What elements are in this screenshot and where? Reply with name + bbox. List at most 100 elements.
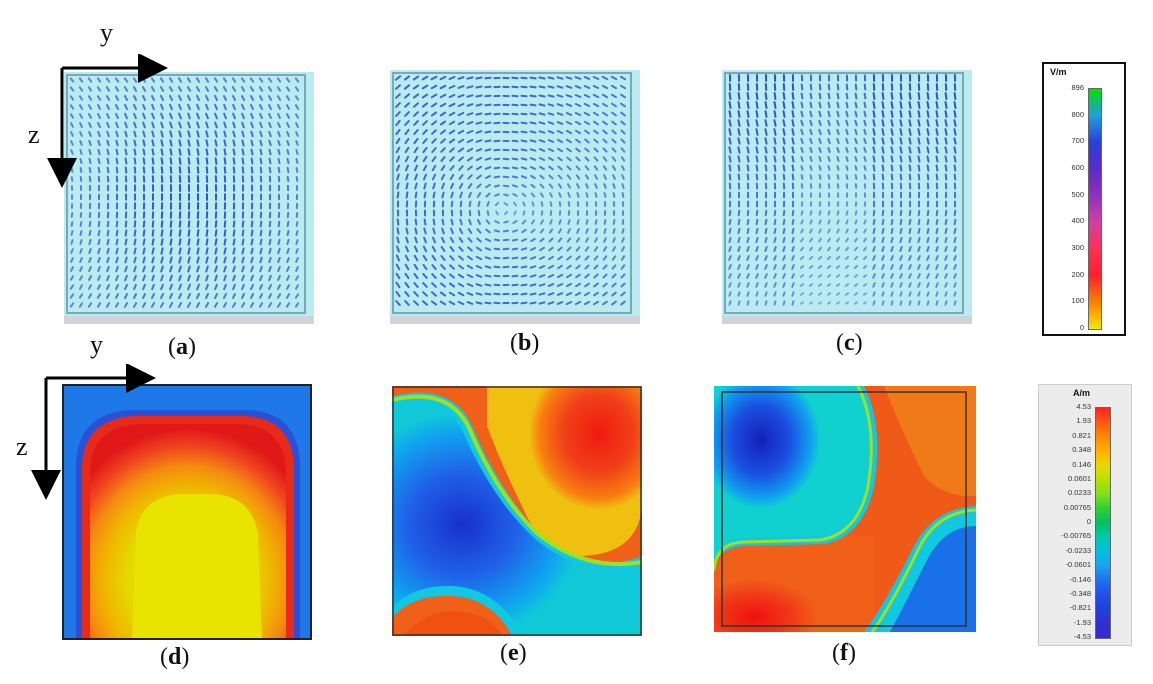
colorbar-tick-label: 896 <box>1071 83 1084 92</box>
field-arrow <box>286 148 290 156</box>
field-arrow <box>106 265 110 273</box>
vector-bg <box>390 70 640 324</box>
field-arrow <box>908 282 912 288</box>
field-arrow <box>620 291 626 297</box>
colorbar-tick-label: 0.821 <box>1072 430 1091 440</box>
field-arrow <box>205 220 209 228</box>
field-arrow <box>782 273 786 279</box>
field-arrow <box>917 255 921 261</box>
field-arrow <box>827 228 831 234</box>
field-arrow <box>890 146 894 154</box>
field-arrow <box>728 137 732 145</box>
field-arrow <box>493 238 501 242</box>
field-arrow <box>621 228 625 234</box>
field-arrow <box>232 265 236 273</box>
field-arrow <box>899 291 903 297</box>
field-arrow <box>124 293 128 299</box>
field-arrow <box>87 86 93 92</box>
field-arrow <box>908 218 912 226</box>
field-arrow <box>232 220 236 228</box>
field-arrow <box>196 292 200 300</box>
field-arrow <box>800 165 804 171</box>
field-arrow <box>827 210 831 216</box>
field-arrow <box>115 130 119 138</box>
field-arrow <box>295 248 299 254</box>
field-arrow <box>592 93 600 99</box>
field-arrow <box>611 282 617 288</box>
field-arrow <box>196 130 200 138</box>
field-arrow <box>584 246 590 252</box>
field-arrow <box>232 95 236 101</box>
field-arrow <box>728 246 732 252</box>
field-arrow <box>250 130 254 138</box>
field-arrow <box>845 101 849 109</box>
field-arrow <box>782 291 786 297</box>
field-arrow <box>404 254 410 262</box>
field-arrow <box>827 137 831 145</box>
field-arrow <box>448 120 456 126</box>
field-arrow <box>168 302 174 308</box>
field-arrow <box>457 120 465 126</box>
field-arrow <box>538 148 546 152</box>
field-arrow <box>511 139 519 143</box>
field-arrow <box>259 148 263 156</box>
field-arrow <box>529 157 537 161</box>
field-arrow <box>872 246 876 252</box>
field-arrow <box>475 112 483 116</box>
field-arrow <box>782 92 786 100</box>
field-arrow <box>286 266 290 272</box>
field-arrow <box>458 156 464 162</box>
field-arrow <box>79 257 83 263</box>
field-arrow <box>791 264 795 270</box>
field-arrow <box>791 155 795 163</box>
field-arrow <box>250 157 254 165</box>
field-arrow <box>520 85 528 89</box>
field-arrow <box>538 283 546 287</box>
field-arrow <box>809 237 813 243</box>
field-arrow <box>421 75 429 81</box>
field-arrow <box>935 137 939 145</box>
field-arrow <box>818 128 822 136</box>
field-arrow <box>178 130 182 138</box>
field-arrow <box>195 77 201 83</box>
field-arrow <box>520 130 528 134</box>
field-arrow <box>827 246 831 252</box>
field-arrow <box>556 273 564 279</box>
field-arrow <box>926 236 930 244</box>
field-arrow <box>142 247 146 255</box>
field-arrow <box>88 140 92 146</box>
field-arrow <box>450 182 454 190</box>
field-arrow <box>493 157 501 161</box>
field-arrow <box>295 131 299 137</box>
field-arrow <box>178 283 182 291</box>
field-arrow <box>944 119 948 127</box>
field-arrow <box>205 94 209 102</box>
field-arrow <box>917 291 921 297</box>
axis-label-z-bottom: z <box>16 432 28 461</box>
field-arrow <box>863 246 867 252</box>
field-arrow <box>477 200 481 208</box>
field-arrow <box>872 137 876 145</box>
field-arrow <box>836 156 840 162</box>
field-arrow <box>782 137 786 145</box>
field-arrow <box>124 256 128 264</box>
field-arrow <box>96 77 102 83</box>
field-arrow <box>935 92 939 100</box>
field-arrow <box>124 274 128 282</box>
field-arrow <box>142 238 146 246</box>
field-arrow <box>755 300 759 306</box>
field-arrow <box>450 200 454 208</box>
field-arrow <box>935 164 939 172</box>
colorbar-tick-label: -0.348 <box>1069 588 1091 598</box>
field-arrow <box>223 95 227 101</box>
field-arrow <box>603 183 607 189</box>
field-arrow <box>178 166 182 174</box>
field-arrow <box>809 219 813 225</box>
field-arrow <box>404 272 410 280</box>
field-arrow <box>594 228 598 234</box>
field-arrow <box>440 282 446 288</box>
field-arrow <box>737 255 741 261</box>
field-arrow <box>953 236 957 244</box>
field-arrow <box>178 139 182 147</box>
field-arrow <box>773 291 777 297</box>
